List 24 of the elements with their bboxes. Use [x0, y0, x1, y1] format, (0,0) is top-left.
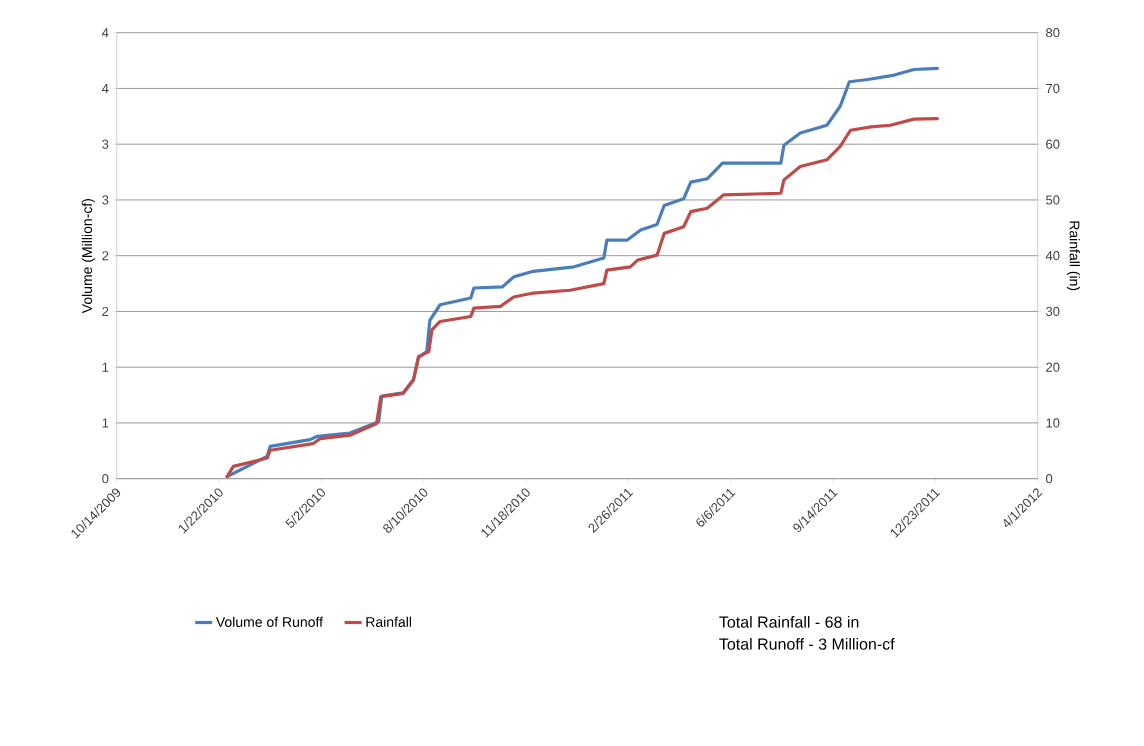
y-axis-title: Volume (Million-cf)	[81, 199, 95, 314]
text: Total Runoff - 3 Million-cf	[719, 638, 895, 650]
y2-axis-title: Rainfall (in)	[1066, 221, 1080, 291]
y2-tick-label: 70	[1046, 83, 1060, 94]
y-tick-label: 4	[101, 83, 109, 93]
y2-tick-label: 10	[1046, 418, 1060, 428]
y2-tick-label: 20	[1046, 362, 1060, 372]
y2-tick-label: 30	[1046, 306, 1060, 317]
y-tick-label: 3	[102, 195, 109, 205]
y-tick-label: 1	[102, 418, 109, 428]
y2-tick-label: 50	[1046, 195, 1060, 205]
y-tick-label: 1	[102, 362, 109, 372]
y-tick-label: 0	[102, 474, 109, 484]
y-tick-label: 3	[102, 139, 109, 149]
y2-tick-label: 80	[1046, 28, 1060, 38]
y-tick-label: 2	[102, 306, 109, 316]
y-tick-label: 2	[102, 251, 109, 261]
legend-label: Volume of Runoff	[215, 616, 324, 627]
y2-tick-label: 60	[1046, 139, 1060, 149]
text: Total Rainfall - 68 in	[719, 616, 859, 628]
y2-tick-label: 40	[1045, 251, 1060, 261]
y-tick-label: 4	[101, 28, 109, 38]
legend-label: Rainfall	[366, 616, 412, 627]
y2-tick-label: 0	[1046, 474, 1053, 484]
